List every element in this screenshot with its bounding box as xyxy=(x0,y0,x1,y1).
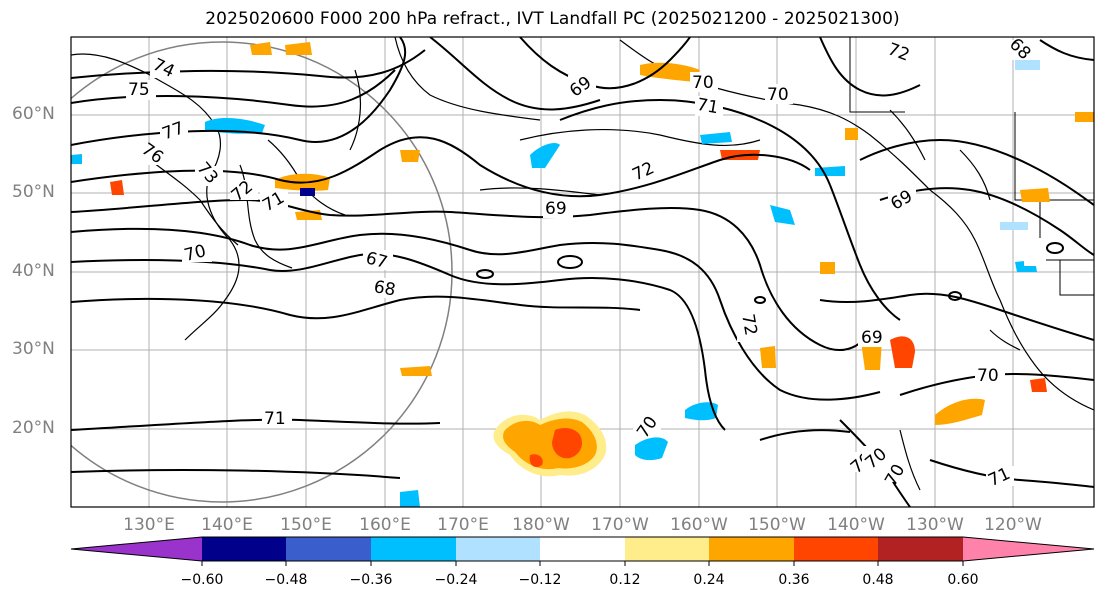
colorbar-tick-label: 0.12 xyxy=(609,572,641,588)
lat-label-60n: 60°N xyxy=(12,104,55,124)
colorbar-tick-label: −0.12 xyxy=(518,572,562,588)
colorbar-tick-label: −0.48 xyxy=(264,572,308,588)
range-circle xyxy=(71,41,453,503)
lon-label-150w: 150°W xyxy=(748,515,806,535)
contour-label: 75 xyxy=(128,80,150,100)
lon-label-150e: 150°E xyxy=(280,515,332,535)
lon-label-140e: 140°E xyxy=(201,515,253,535)
contour-label: 71 xyxy=(264,409,286,429)
map-panel xyxy=(71,37,1094,507)
contour-label: 70 xyxy=(977,366,999,386)
contour-label: 71 xyxy=(695,95,720,118)
colorbar-tick-label: 0.24 xyxy=(693,572,725,588)
colorbar-tick-label: 0.48 xyxy=(862,572,894,588)
contour-label: 72 xyxy=(737,312,760,337)
map-title: 2025020600 F000 200 hPa refract., IVT La… xyxy=(205,9,900,29)
lon-label-160e: 160°E xyxy=(359,515,411,535)
colorbar-bin xyxy=(286,537,371,561)
lon-label-140w: 140°W xyxy=(827,515,885,535)
colorbar-tick-label: −0.60 xyxy=(180,572,224,588)
colorbar xyxy=(70,536,1095,566)
colorbar-bin xyxy=(456,537,540,561)
lon-label-130e: 130°E xyxy=(123,515,175,535)
colorbar-tick-label: 0.60 xyxy=(947,572,979,588)
contour-label: 69 xyxy=(545,199,567,219)
lat-label-30n: 30°N xyxy=(12,339,55,359)
colorbar-bin xyxy=(540,537,625,561)
colorbar-extend-high xyxy=(963,537,1094,561)
colorbar-bin xyxy=(371,537,456,561)
lon-label-170e: 170°E xyxy=(437,515,489,535)
map-frame xyxy=(70,36,1095,508)
contour-label: 70 xyxy=(767,85,789,105)
colorbar-bin xyxy=(794,537,878,561)
lon-label-180w: 180°W xyxy=(512,515,570,535)
colorbar-tick-label: 0.36 xyxy=(778,572,810,588)
lat-label-40n: 40°N xyxy=(12,261,55,281)
colorbar-tick-label: −0.24 xyxy=(434,572,478,588)
colorbar-bin xyxy=(202,537,286,561)
political-boundaries xyxy=(849,37,1094,296)
lat-label-50n: 50°N xyxy=(12,182,55,202)
lon-label-130w: 130°W xyxy=(906,515,964,535)
contour-label: 69 xyxy=(861,328,883,348)
lat-label-20n: 20°N xyxy=(12,418,55,438)
lon-label-160w: 160°W xyxy=(670,515,728,535)
colorbar-bin xyxy=(709,537,794,561)
colorbar-tick-label: −0.36 xyxy=(349,572,393,588)
small-contours xyxy=(476,242,1064,304)
ivt-shading xyxy=(71,42,1094,507)
lon-label-170w: 170°W xyxy=(591,515,649,535)
colorbar-bin xyxy=(625,537,709,561)
colorbar-bin xyxy=(878,537,963,561)
gridlines xyxy=(71,37,1094,507)
contour-label: 68 xyxy=(372,277,397,300)
lon-label-120w: 120°W xyxy=(984,515,1042,535)
colorbar-extend-low xyxy=(71,537,202,561)
contour-label: 70 xyxy=(692,73,714,93)
